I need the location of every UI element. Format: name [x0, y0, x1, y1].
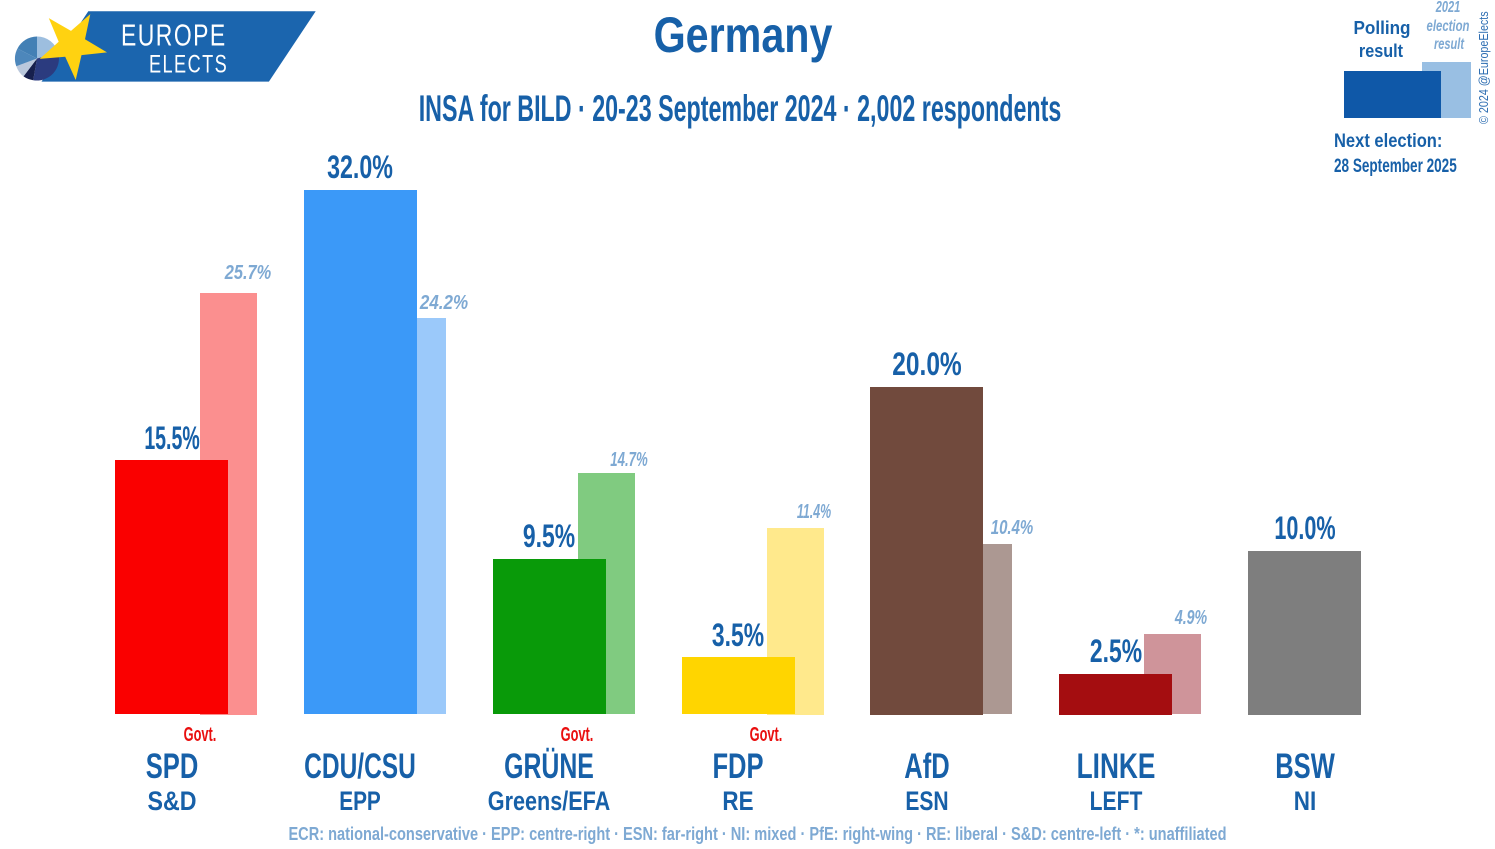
svg-text:ELECTS: ELECTS [149, 50, 228, 79]
svg-text:EUROPE: EUROPE [121, 17, 227, 52]
